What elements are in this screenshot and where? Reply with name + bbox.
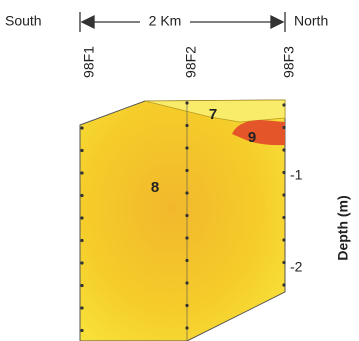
well-label: 98F2: [183, 46, 199, 78]
sample-dot: [80, 193, 84, 198]
sample-dot: [185, 146, 189, 150]
sample-dot: [185, 101, 189, 105]
sample-dot: [185, 326, 189, 330]
south-label: South: [5, 13, 42, 29]
sample-dot: [282, 260, 286, 265]
sample-dot: [185, 168, 189, 173]
sample-dot: [185, 123, 189, 128]
sample-dot: [185, 213, 189, 218]
sample-dot: [185, 281, 189, 285]
sample-dot: [80, 283, 84, 288]
depth-tick-label: -1: [290, 167, 303, 183]
sample-dots: [80, 101, 286, 333]
sample-dot: [282, 148, 286, 152]
sample-dot: [80, 306, 84, 310]
sample-dot: [282, 238, 286, 242]
sample-dot: [282, 193, 286, 197]
sample-dot: [80, 238, 84, 243]
sample-dot: [185, 236, 189, 240]
sample-dot: [282, 103, 286, 107]
scale-arrow: [79, 12, 286, 32]
well-label: 98F3: [281, 46, 297, 78]
sample-dot: [282, 170, 286, 175]
unit-7-area: [144, 99, 286, 123]
sample-dot: [185, 191, 189, 195]
sample-dot: [80, 216, 84, 220]
sample-dot: [282, 215, 286, 220]
sample-dot: [282, 283, 286, 287]
unit-label: 9: [248, 129, 256, 146]
sample-dot: [80, 261, 84, 265]
sample-dot: [185, 258, 189, 263]
north-label: North: [294, 13, 328, 29]
well-label: 98F1: [81, 46, 97, 78]
scale-label: 2 Km: [149, 13, 182, 29]
sample-dot: [80, 126, 84, 130]
unit-label: 7: [209, 106, 217, 123]
depth-tick-label: -2: [290, 259, 303, 275]
sample-dot: [80, 328, 84, 333]
sample-dot: [282, 125, 286, 130]
sample-dot: [185, 303, 189, 308]
sample-dot: [80, 148, 84, 153]
sample-dot: [80, 171, 84, 175]
unit-9-area: [232, 120, 285, 146]
depth-axis-title: Depth (m): [335, 195, 351, 260]
unit-label: 8: [151, 179, 159, 196]
